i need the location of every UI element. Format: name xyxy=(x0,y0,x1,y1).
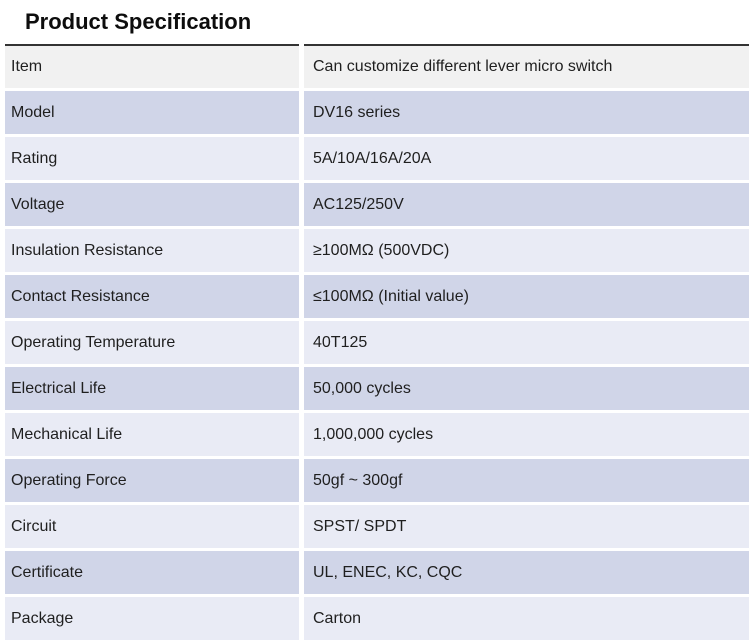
spec-row-electrical-life: Electrical Life 50,000 cycles xyxy=(5,367,749,410)
spec-value: DV16 series xyxy=(304,91,749,134)
spec-label: Rating xyxy=(5,137,299,180)
spec-row-item: Item Can customize different lever micro… xyxy=(5,44,749,88)
spec-value: Carton xyxy=(304,597,749,640)
spec-label: Electrical Life xyxy=(5,367,299,410)
spec-label: Model xyxy=(5,91,299,134)
spec-label: Package xyxy=(5,597,299,640)
page-title: Product Specification xyxy=(25,9,252,34)
spec-row-operating-force: Operating Force 50gf ~ 300gf xyxy=(5,459,749,502)
spec-value: 5A/10A/16A/20A xyxy=(304,137,749,180)
spec-value: 50gf ~ 300gf xyxy=(304,459,749,502)
spec-label: Contact Resistance xyxy=(5,275,299,318)
spec-value: ≤100MΩ (Initial value) xyxy=(304,275,749,318)
spec-value: SPST/ SPDT xyxy=(304,505,749,548)
spec-label: Insulation Resistance xyxy=(5,229,299,272)
spec-label: Mechanical Life xyxy=(5,413,299,456)
spec-value: AC125/250V xyxy=(304,183,749,226)
spec-row-insulation-resistance: Insulation Resistance ≥100MΩ (500VDC) xyxy=(5,229,749,272)
spec-value: 50,000 cycles xyxy=(304,367,749,410)
spec-row-rating: Rating 5A/10A/16A/20A xyxy=(5,137,749,180)
spec-label: Item xyxy=(5,44,299,88)
spec-row-operating-temperature: Operating Temperature 40T125 xyxy=(5,321,749,364)
spec-label: Certificate xyxy=(5,551,299,594)
spec-row-contact-resistance: Contact Resistance ≤100MΩ (Initial value… xyxy=(5,275,749,318)
spec-row-mechanical-life: Mechanical Life 1,000,000 cycles xyxy=(5,413,749,456)
spec-table: Item Can customize different lever micro… xyxy=(0,41,754,643)
spec-value: 40T125 xyxy=(304,321,749,364)
spec-row-certificate: Certificate UL, ENEC, KC, CQC xyxy=(5,551,749,594)
spec-label: Operating Force xyxy=(5,459,299,502)
spec-label: Circuit xyxy=(5,505,299,548)
spec-value: 1,000,000 cycles xyxy=(304,413,749,456)
spec-row-circuit: Circuit SPST/ SPDT xyxy=(5,505,749,548)
spec-value: UL, ENEC, KC, CQC xyxy=(304,551,749,594)
spec-label: Operating Temperature xyxy=(5,321,299,364)
spec-label: Voltage xyxy=(5,183,299,226)
spec-value: Can customize different lever micro swit… xyxy=(304,44,749,88)
spec-row-package: Package Carton xyxy=(5,597,749,640)
spec-row-model: Model DV16 series xyxy=(5,91,749,134)
spec-row-voltage: Voltage AC125/250V xyxy=(5,183,749,226)
spec-value: ≥100MΩ (500VDC) xyxy=(304,229,749,272)
